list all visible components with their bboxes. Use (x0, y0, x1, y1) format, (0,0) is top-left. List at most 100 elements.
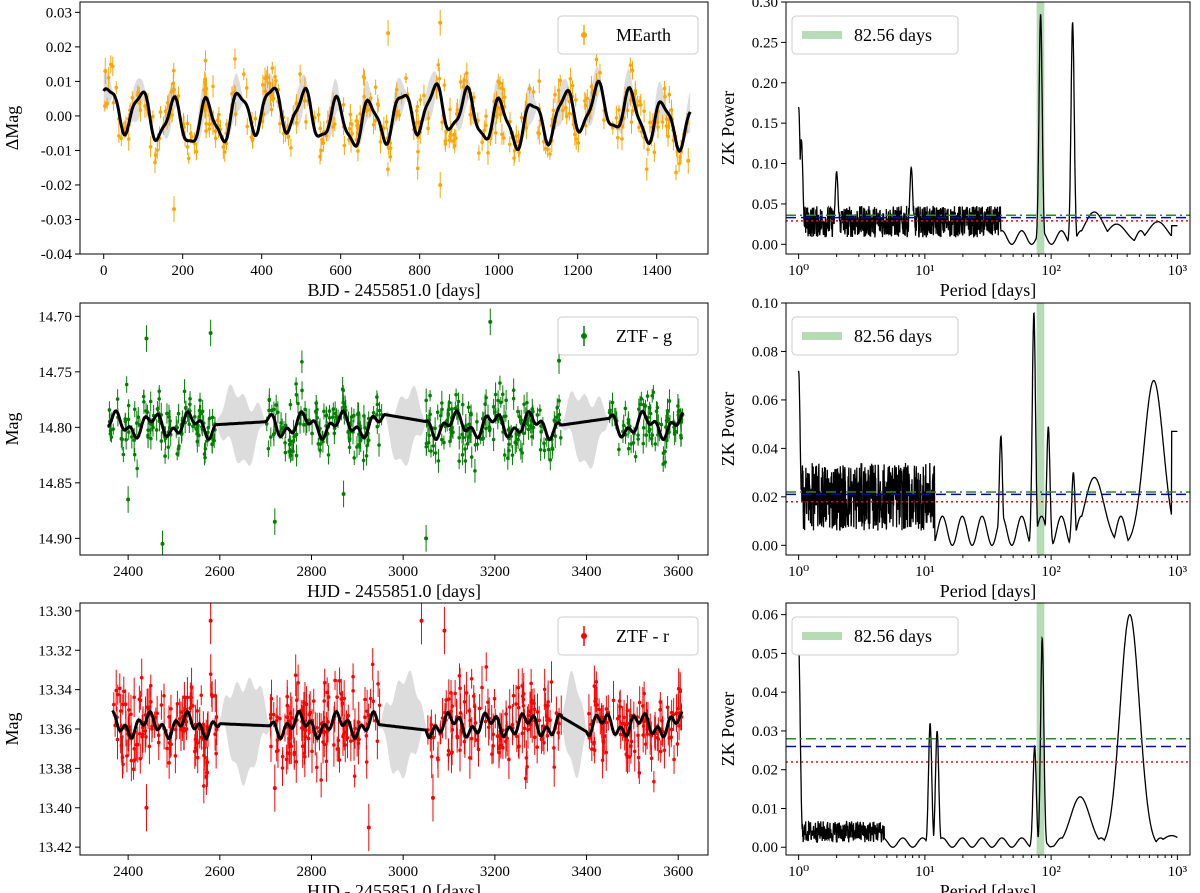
data-point (363, 715, 367, 720)
data-point (322, 680, 327, 685)
data-point (324, 759, 329, 764)
data-point (300, 359, 304, 364)
data-point (289, 146, 293, 150)
data-point (446, 697, 451, 701)
data-point (500, 392, 505, 397)
data-point (614, 116, 619, 120)
data-point (551, 108, 556, 113)
data-point (602, 118, 606, 122)
data-point (671, 712, 676, 717)
data-point (186, 156, 191, 161)
data-point (628, 98, 633, 102)
data-point (472, 95, 476, 100)
x-axis: 2400 2600 2800 3000 3200 3400 3600 (113, 855, 693, 880)
data-point (484, 665, 489, 669)
data-point (107, 408, 112, 412)
model-line (111, 709, 684, 741)
x-tick-label: 10² (1041, 864, 1061, 880)
y-tick-label: 0.02 (752, 490, 778, 506)
data-point (194, 149, 199, 154)
data-point (524, 756, 529, 760)
data-point (356, 720, 361, 724)
x-tick-label: 10³ (1168, 263, 1188, 279)
x-tick-label: 3200 (480, 564, 510, 580)
data-point (348, 112, 353, 117)
data-point (467, 422, 472, 427)
data-point (154, 428, 159, 432)
x-tick-label: 10⁰ (788, 564, 809, 580)
data-point (535, 710, 540, 714)
x-tick-label: 2400 (113, 564, 143, 580)
data-point (368, 696, 373, 701)
outlier-point (557, 358, 562, 363)
data-point (288, 711, 293, 716)
data-point (448, 107, 452, 112)
data-point (641, 426, 646, 430)
data-point (507, 705, 512, 709)
legend-box (557, 15, 699, 55)
data-point (429, 449, 433, 453)
data-point (642, 109, 646, 113)
x-axis: 0 200 400 600 800 1000 1200 1400 (100, 254, 672, 279)
data-point (365, 709, 369, 714)
data-point (202, 753, 206, 758)
data-point (173, 754, 178, 758)
y-tick-label: 14.70 (38, 309, 72, 325)
data-point (314, 765, 319, 770)
x-axis-label: HJD - 2455851.0 [days] (307, 581, 481, 601)
data-point (331, 125, 335, 129)
data-point (507, 142, 512, 147)
data-point (679, 433, 683, 438)
data-point (622, 715, 626, 720)
data-point (514, 441, 519, 446)
data-point (117, 134, 121, 138)
data-point (132, 452, 137, 457)
data-point (150, 422, 154, 427)
data-point (483, 719, 488, 724)
data-point (140, 734, 144, 739)
data-point (337, 758, 342, 762)
data-point (510, 453, 515, 457)
x-tick-label: 3600 (663, 564, 693, 580)
data-point (332, 431, 337, 436)
data-point (456, 399, 461, 404)
data-point (375, 739, 380, 744)
x-tick-label: 1000 (484, 263, 514, 279)
data-point (169, 90, 174, 94)
y-tick-label: 13.30 (38, 604, 72, 620)
data-point (501, 87, 505, 91)
data-point (463, 447, 467, 451)
data-point (351, 688, 355, 693)
data-point (665, 438, 669, 443)
data-point (302, 422, 306, 427)
data-point (460, 453, 465, 457)
data-point (341, 102, 346, 107)
y-tick-label: 0.01 (46, 74, 72, 90)
data-point (319, 778, 323, 782)
data-point (388, 155, 393, 159)
x-axis: 10⁰ 10¹ 10² 10³ (788, 855, 1188, 880)
data-point (415, 104, 420, 109)
data-point (427, 433, 432, 438)
data-point (502, 453, 507, 457)
data-point (506, 428, 511, 432)
data-point (126, 403, 131, 408)
data-point (500, 132, 504, 137)
data-point (377, 703, 382, 708)
y-tick-label: 0.00 (752, 840, 778, 856)
data-point (646, 147, 650, 152)
data-point (676, 413, 681, 417)
data-point (667, 399, 672, 403)
y-tick-label: 13.34 (38, 683, 72, 699)
data-point (115, 397, 120, 401)
data-point (213, 732, 217, 737)
data-point (192, 415, 197, 419)
y-tick-label: 0.15 (752, 116, 778, 132)
data-point (283, 441, 287, 445)
data-point (594, 57, 599, 62)
data-point (331, 407, 336, 411)
x-axis-label: BJD - 2455851.0 [days] (308, 280, 481, 300)
data-point (517, 415, 522, 419)
data-point (557, 399, 561, 403)
data-point (292, 752, 296, 757)
